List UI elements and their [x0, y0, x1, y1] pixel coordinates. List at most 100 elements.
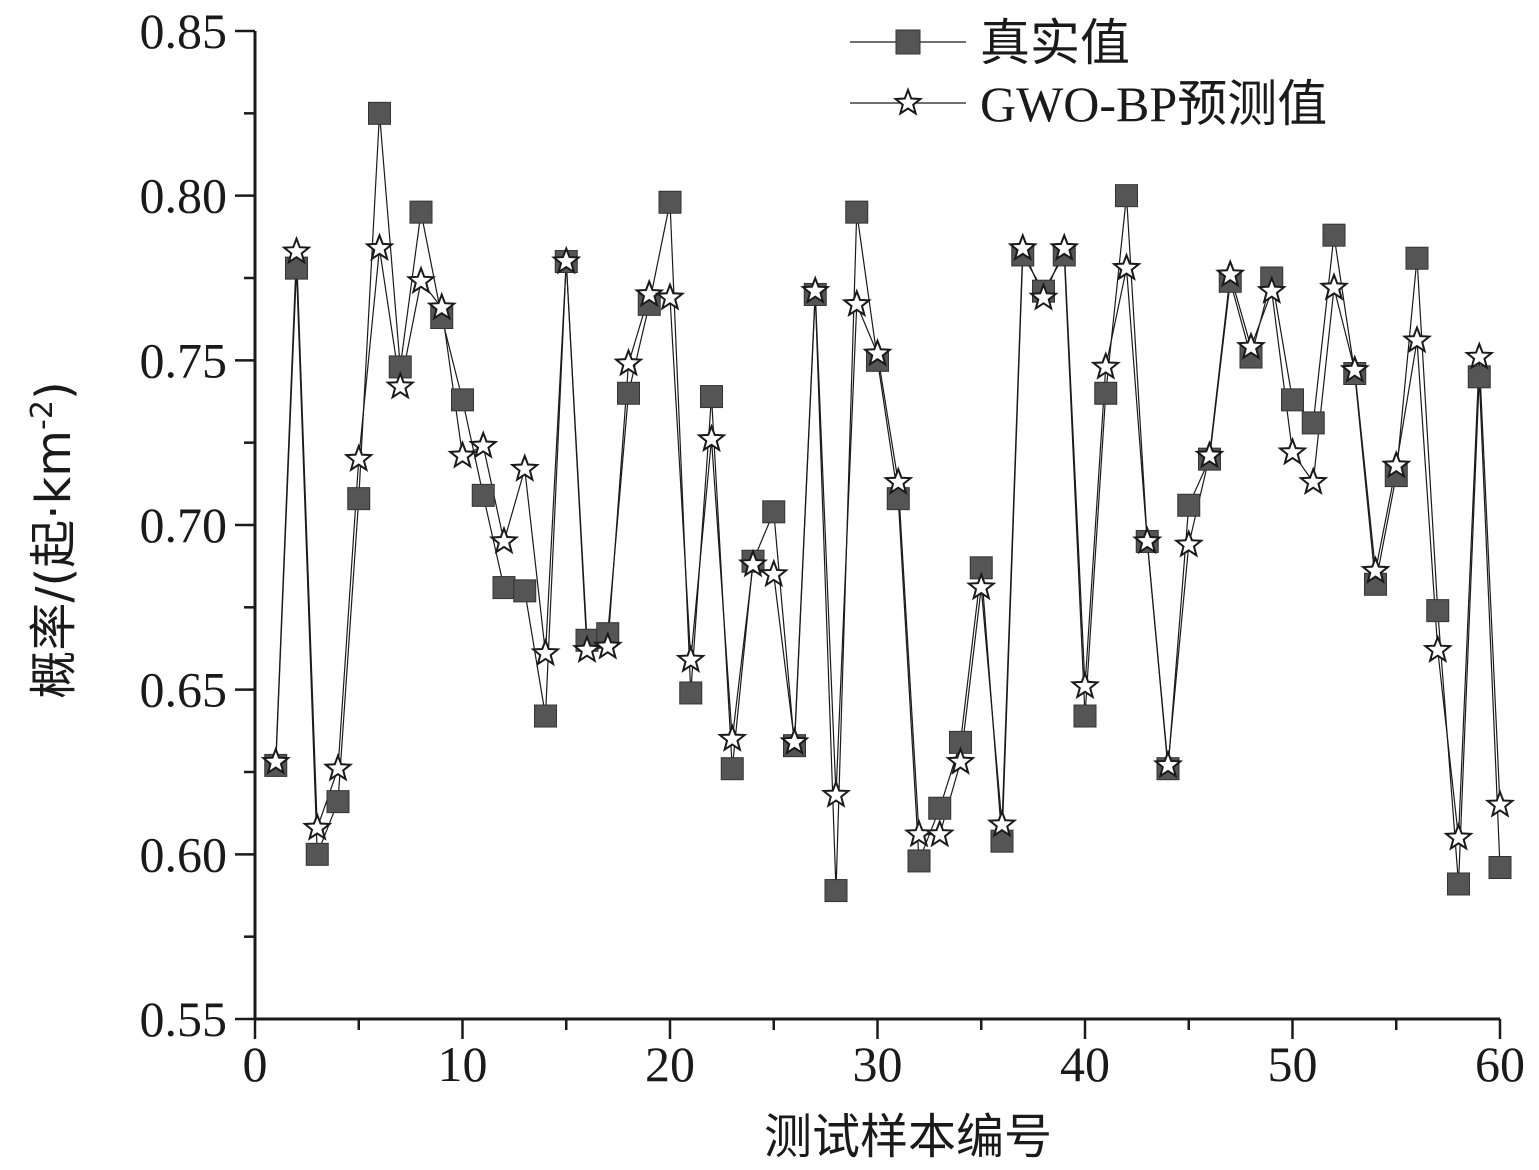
data-point-predicted	[883, 466, 914, 495]
y-axis-title-superscript: -2	[25, 400, 60, 430]
data-point-predicted	[1422, 634, 1453, 663]
data-point-predicted	[1381, 449, 1412, 479]
y-tick-label: 0.75	[140, 332, 228, 388]
data-point-predicted	[1484, 789, 1516, 818]
data-point-predicted	[1194, 440, 1225, 469]
data-point-actual	[658, 190, 682, 214]
data-point-predicted	[737, 548, 769, 578]
data-point-actual	[326, 790, 350, 814]
data-point-predicted	[530, 637, 561, 667]
x-tick-label: 40	[1060, 1036, 1110, 1092]
data-point-predicted	[468, 430, 499, 459]
data-point-predicted	[1173, 528, 1204, 558]
data-point-predicted	[945, 746, 976, 775]
plot-area	[260, 101, 1516, 903]
x-tick-label: 10	[438, 1036, 488, 1092]
data-point-predicted	[364, 232, 395, 262]
x-tick-label: 0	[243, 1036, 268, 1092]
legend-label-predicted: GWO-BP预测值	[980, 76, 1327, 132]
data-point-actual	[513, 579, 537, 603]
data-point-predicted	[1007, 232, 1038, 262]
data-point-actual	[534, 704, 557, 728]
data-point-actual	[1467, 365, 1491, 389]
data-point-actual	[1447, 872, 1470, 896]
data-point-predicted	[1069, 670, 1101, 700]
data-point-predicted	[1277, 436, 1308, 466]
x-tick-label: 30	[853, 1036, 903, 1092]
data-point-actual	[1405, 246, 1429, 270]
data-point-predicted	[1360, 555, 1391, 584]
data-point-predicted	[717, 723, 748, 752]
y-tick-label: 0.55	[140, 991, 228, 1047]
data-point-predicted	[302, 812, 333, 841]
y-tick-label: 0.85	[140, 3, 228, 59]
legend: 真实值 GWO-BP预测值	[850, 15, 1327, 132]
data-point-actual	[1426, 599, 1450, 623]
data-point-predicted	[260, 746, 291, 775]
data-point-predicted	[1339, 354, 1370, 384]
y-tick-label: 0.60	[140, 826, 228, 882]
data-point-predicted	[800, 275, 831, 304]
data-point-actual	[1177, 493, 1201, 517]
data-point-predicted	[634, 278, 665, 308]
data-point-predicted	[903, 818, 935, 848]
data-point-predicted	[488, 525, 520, 555]
data-point-predicted	[820, 779, 852, 808]
legend-label-actual: 真实值	[980, 15, 1130, 71]
data-point-actual	[409, 200, 433, 224]
data-point-predicted	[1443, 822, 1474, 851]
data-point-predicted	[1401, 324, 1433, 354]
data-point-predicted	[1049, 232, 1080, 262]
data-point-predicted	[1318, 272, 1350, 301]
data-point-actual	[1073, 704, 1097, 728]
data-point-actual	[679, 681, 703, 705]
series-line-predicted	[275, 248, 1501, 838]
data-point-actual	[305, 842, 329, 866]
data-point-predicted	[986, 808, 1018, 838]
data-point-actual	[1281, 388, 1304, 412]
data-point-predicted	[322, 752, 354, 782]
data-point-predicted	[758, 558, 789, 588]
data-point-predicted	[654, 281, 686, 311]
data-point-predicted	[1152, 749, 1184, 779]
legend-marker-actual-square-icon	[895, 29, 921, 55]
legend-marker-predicted-star-icon	[892, 87, 924, 116]
y-axis-title-main: 概率/(起·km	[26, 430, 82, 699]
data-point-actual	[720, 757, 744, 781]
y-tick-label: 0.65	[140, 662, 228, 718]
data-point-actual	[907, 849, 931, 873]
data-point-actual	[451, 388, 474, 412]
data-point-actual	[762, 500, 786, 524]
data-point-predicted	[613, 347, 644, 377]
data-point-predicted	[1298, 466, 1329, 495]
data-point-predicted	[447, 440, 478, 469]
data-point-actual	[928, 796, 952, 820]
x-tick-label: 50	[1268, 1036, 1318, 1092]
data-point-predicted	[343, 443, 374, 472]
data-point-predicted	[862, 337, 893, 367]
data-point-predicted	[571, 634, 603, 663]
y-tick-label: 0.70	[140, 497, 228, 553]
data-point-predicted	[1464, 341, 1495, 370]
data-point-predicted	[509, 453, 540, 482]
x-tick-label: 60	[1475, 1036, 1525, 1092]
axes: 0.55 0.60 0.65 0.70 0.75 0.80 0.85 0 10 20 30 40 50 6…	[140, 3, 1526, 1092]
data-point-predicted	[779, 726, 810, 756]
data-point-actual	[845, 200, 869, 224]
data-point-predicted	[1028, 281, 1059, 311]
data-point-actual	[1115, 184, 1138, 208]
data-point-predicted	[551, 245, 582, 275]
y-axis-title-close: )	[26, 381, 82, 400]
data-point-predicted	[426, 291, 457, 321]
legend-star-shape	[892, 87, 924, 116]
data-point-actual	[700, 385, 723, 409]
data-point-predicted	[924, 818, 955, 848]
data-point-actual	[347, 487, 371, 511]
data-point-actual	[1488, 856, 1512, 880]
data-point-predicted	[1235, 331, 1267, 360]
data-point-actual	[617, 381, 640, 405]
data-point-predicted	[1111, 252, 1142, 281]
y-axis-title: 概率/(起·km-2)	[25, 381, 82, 698]
data-point-actual	[1301, 411, 1325, 435]
